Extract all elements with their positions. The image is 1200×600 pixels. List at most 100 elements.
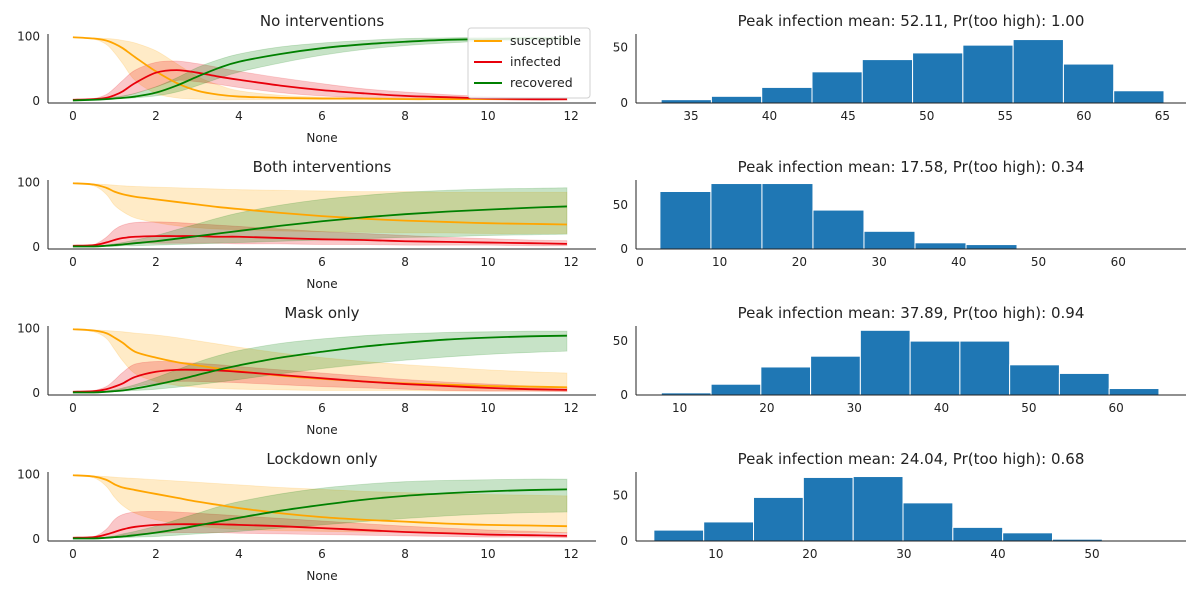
mask-hist-bar [810, 355, 861, 396]
mask-hist-bar [1058, 372, 1110, 396]
both-hist-title: Peak infection mean: 17.58, Pr(too high)… [738, 158, 1085, 176]
both-ts-title: Both interventions [253, 158, 392, 176]
none-ts-x-label: None [306, 131, 337, 145]
none-ts-line-susceptible [72, 36, 567, 101]
mask-ts-y-tick-label: 100 [17, 322, 40, 336]
none-hist-y-tick-label: 50 [613, 40, 628, 54]
lockdown-ts-y-tick-label: 100 [17, 468, 40, 482]
none-ts-line-infected [72, 69, 567, 101]
none-ts-x-tick-label: 8 [401, 109, 409, 123]
none-ts-legend-label-infected: infected [510, 54, 561, 69]
lockdown-ts-x-tick-label: 12 [563, 547, 578, 561]
lockdown-hist-axes: 10 20 30 40 50 0 50 Peak infection mean: 24.04,… [613, 450, 1186, 561]
none-hist-bar [761, 86, 813, 104]
none-ts-line-recovered [72, 37, 567, 102]
none-hist-bar [962, 44, 1014, 104]
both-hist-bar [812, 209, 865, 250]
none-ts-legend-label-susceptible: susceptible [510, 33, 581, 48]
both-ts-line-infected [72, 235, 567, 247]
none-hist-axes: 35 40 45 50 55 60 65 0 50 Peak infection mean: 52… [613, 12, 1186, 123]
lockdown-hist-x-tick-label: 10 [708, 547, 723, 561]
lockdown-ts-x-tick-label: 6 [318, 547, 326, 561]
both-hist-x-tick-label: 0 [636, 255, 644, 269]
lockdown-ts-line-infected [72, 523, 567, 539]
both-ts-x-tick-label: 6 [318, 255, 326, 269]
lockdown-hist-bar [653, 529, 705, 542]
both-ts-x-tick-label: 0 [69, 255, 77, 269]
mask-hist-y-tick-label: 50 [613, 334, 628, 348]
lockdown-ts-y-tick-label: 0 [32, 532, 40, 546]
lockdown-hist-bar [952, 526, 1004, 542]
both-hist-bar [965, 244, 1018, 250]
lockdown-hist-x-tick-label: 30 [896, 547, 911, 561]
mask-ts-x-label: None [306, 423, 337, 437]
lockdown-ts-line-susceptible [72, 474, 567, 528]
lockdown-hist-y-tick-label: 50 [613, 489, 628, 503]
lockdown-ts-x-tick-label: 2 [152, 547, 160, 561]
mask-ts-y-tick-label: 0 [32, 386, 40, 400]
none-ts-axes: 0 2 4 6 8 10 12 0 100 No interventions None suscept… [17, 12, 596, 145]
both-hist-axes: 0 10 20 30 40 50 60 0 50 Peak infection mean: 17.… [613, 158, 1186, 269]
both-hist-bar [863, 230, 916, 250]
both-ts-line-recovered [72, 205, 567, 248]
both-hist-x-tick-label: 10 [712, 255, 727, 269]
none-hist-x-tick-label: 35 [683, 109, 698, 123]
both-ts-x-tick-label: 10 [480, 255, 495, 269]
lockdown-hist-x-tick-label: 20 [802, 547, 817, 561]
none-ts-x-tick-label: 10 [480, 109, 495, 123]
none-hist-x-tick-label: 40 [762, 109, 777, 123]
mask-hist-x-tick-label: 20 [759, 401, 774, 415]
lockdown-hist-bar [703, 521, 755, 542]
mask-ts-x-tick-label: 6 [318, 401, 326, 415]
lockdown-ts-title: Lockdown only [266, 450, 377, 468]
both-ts-x-tick-label: 2 [152, 255, 160, 269]
both-ts-axes: 0 2 4 6 8 10 12 0 100 Both interventions None [17, 158, 596, 291]
lockdown-ts-x-tick-label: 8 [401, 547, 409, 561]
none-hist-bar [861, 59, 914, 104]
mask-ts-x-tick-label: 0 [69, 401, 77, 415]
both-ts-line-susceptible [72, 182, 567, 226]
lockdown-hist-x-tick-label: 50 [1084, 547, 1099, 561]
both-hist-x-tick-label: 30 [871, 255, 886, 269]
lockdown-ts-x-tick-label: 10 [480, 547, 495, 561]
both-hist-x-tick-label: 40 [951, 255, 966, 269]
both-ts-y-tick-label: 0 [32, 240, 40, 254]
both-ts-x-tick-label: 12 [563, 255, 578, 269]
mask-hist-x-tick-label: 30 [847, 401, 862, 415]
none-ts-x-tick-label: 6 [318, 109, 326, 123]
lockdown-ts-x-tick-label: 0 [69, 547, 77, 561]
both-hist-x-tick-label: 20 [792, 255, 807, 269]
lockdown-ts-axes: 0 2 4 6 8 10 12 0 100 Lockdown only None [17, 450, 596, 583]
none-ts-x-tick-label: 2 [152, 109, 160, 123]
lockdown-ts-line-recovered [72, 488, 567, 540]
none-hist-bar [660, 99, 712, 104]
both-ts-y-tick-label: 100 [17, 176, 40, 190]
none-ts-y-tick-label: 100 [17, 30, 40, 44]
none-hist-bar [1113, 90, 1165, 104]
mask-hist-bar [710, 383, 762, 396]
none-ts-legend: susceptible infected recovered [467, 27, 591, 99]
lockdown-hist-bar [753, 496, 804, 542]
mask-ts-x-tick-label: 2 [152, 401, 160, 415]
mask-hist-x-tick-label: 60 [1109, 401, 1124, 415]
mask-hist-x-tick-label: 10 [672, 401, 687, 415]
mask-ts-x-tick-label: 10 [480, 401, 495, 415]
none-hist-bar [1012, 39, 1064, 104]
lockdown-hist-y-tick-label: 0 [620, 534, 628, 548]
none-ts-x-tick-label: 4 [235, 109, 243, 123]
none-hist-bar [710, 95, 763, 104]
mask-hist-x-tick-label: 40 [934, 401, 949, 415]
none-hist-x-tick-label: 65 [1155, 109, 1170, 123]
none-hist-y-tick-label: 0 [620, 96, 628, 110]
mask-ts-x-tick-label: 8 [401, 401, 409, 415]
mask-ts-line-recovered [72, 334, 567, 394]
none-ts-y-tick-label: 0 [32, 94, 40, 108]
lockdown-hist-bar [1002, 532, 1053, 542]
lockdown-hist-bar [802, 476, 854, 542]
none-ts-x-tick-label: 0 [69, 109, 77, 123]
mask-hist-bar [859, 329, 911, 396]
both-hist-bar [710, 183, 763, 250]
lockdown-hist-bar [902, 502, 954, 542]
both-hist-y-tick-label: 0 [620, 242, 628, 256]
